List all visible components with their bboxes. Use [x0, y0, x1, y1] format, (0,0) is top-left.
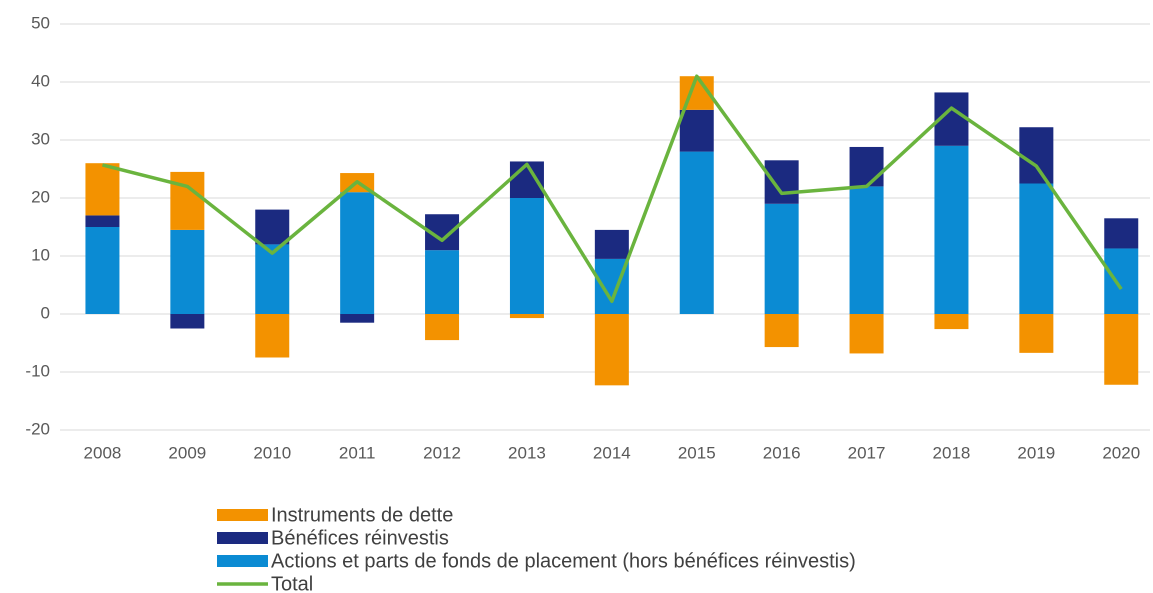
- bar: [170, 229, 205, 314]
- line: [102, 74, 1123, 303]
- bar: [679, 151, 714, 314]
- x-tick-label: 2016: [763, 443, 801, 462]
- bar: [1104, 218, 1139, 249]
- bar: [849, 186, 884, 314]
- bar: [594, 229, 629, 259]
- bar: [340, 314, 375, 323]
- bar: [764, 314, 799, 348]
- y-tick-label: 0: [41, 303, 50, 322]
- bar: [849, 146, 884, 187]
- bar: [1019, 183, 1054, 314]
- bar: [1019, 314, 1054, 353]
- bar: [764, 160, 799, 204]
- legend-label: Total: [271, 573, 313, 593]
- bar: [255, 314, 290, 358]
- legend-swatch: [217, 509, 268, 521]
- bar: [170, 314, 205, 329]
- bar: [255, 209, 290, 245]
- x-tick-label: 2014: [593, 443, 631, 462]
- x-tick-label: 2010: [253, 443, 291, 462]
- x-tick-label: 2015: [678, 443, 716, 462]
- y-tick-label: -10: [25, 361, 50, 380]
- legend-label: Instruments de dette: [271, 504, 453, 526]
- x-tick-label: 2017: [848, 443, 886, 462]
- y-tick-label: -20: [25, 419, 50, 438]
- y-tick-label: 50: [31, 13, 50, 32]
- legend-swatch: [217, 532, 268, 544]
- legend-label: Actions et parts de fonds de placement (…: [271, 550, 856, 572]
- bar: [85, 163, 120, 216]
- x-tick-label: 2009: [168, 443, 206, 462]
- x-tick-label: 2011: [339, 443, 376, 462]
- x-tick-label: 2020: [1102, 443, 1140, 462]
- bar: [509, 198, 544, 314]
- bar: [849, 314, 884, 354]
- bar: [85, 215, 120, 227]
- bar: [594, 314, 629, 386]
- x-tick-label: 2008: [84, 443, 122, 462]
- y-tick-label: 10: [31, 245, 50, 264]
- bar: [85, 227, 120, 314]
- legend-label: Bénéfices réinvestis: [271, 527, 449, 549]
- bar: [1104, 248, 1139, 314]
- y-tick-label: 30: [31, 129, 50, 148]
- bar: [764, 203, 799, 314]
- bar: [509, 314, 544, 319]
- bar: [425, 314, 460, 341]
- bar: [1104, 314, 1139, 385]
- x-tick-label: 2019: [1017, 443, 1055, 462]
- y-tick-label: 40: [31, 71, 50, 90]
- bar: [255, 244, 290, 314]
- bar: [679, 109, 714, 152]
- bar: [934, 145, 969, 314]
- legend-swatch: [217, 555, 268, 567]
- x-tick-label: 2018: [933, 443, 971, 462]
- x-tick-label: 2012: [423, 443, 461, 462]
- x-tick-label: 2013: [508, 443, 546, 462]
- bar: [340, 192, 375, 314]
- bar: [1019, 127, 1054, 184]
- bar: [170, 171, 205, 230]
- y-tick-label: 20: [31, 187, 50, 206]
- bar: [425, 250, 460, 314]
- bar: [934, 314, 969, 330]
